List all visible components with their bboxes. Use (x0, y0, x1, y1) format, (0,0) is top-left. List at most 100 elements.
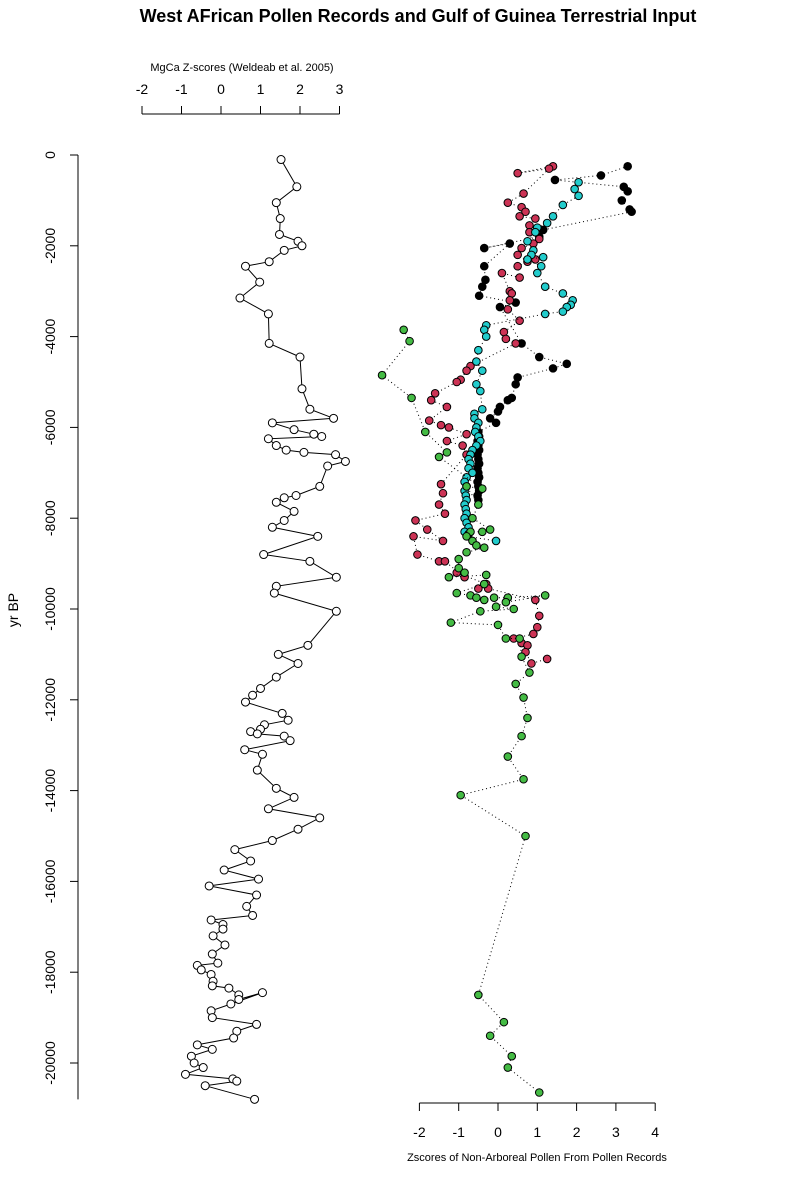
pollen-point (456, 790, 465, 800)
pollen-point (479, 579, 489, 589)
mgca-point (340, 456, 350, 466)
bottom-x-axis: -2 -1 0 1 2 3 4 (413, 1102, 659, 1140)
pollen-point (462, 366, 471, 375)
pollen-point (544, 164, 554, 173)
pollen-point (440, 509, 450, 518)
mgca-point (248, 690, 258, 700)
pollen-point (477, 527, 487, 537)
pollen-point (515, 273, 524, 282)
pollen-point (507, 1051, 517, 1061)
pollen-point (531, 227, 540, 237)
pollen-point (515, 316, 524, 326)
mgca-point (240, 745, 250, 755)
mgca-point (297, 384, 307, 394)
pollen-point (472, 593, 481, 602)
mgca-point (279, 493, 289, 503)
pollen-point (538, 252, 548, 262)
pollen-point (442, 436, 452, 446)
mgca-point (299, 447, 309, 457)
mgca-point (331, 572, 341, 582)
pollen-point (474, 990, 483, 1000)
bottom-axis-label: Zscores of Non-Arboreal Pollen From Poll… (407, 1152, 667, 1164)
pollen-point (515, 211, 524, 221)
top-axis-label: MgCa Z-scores (Weldeab et al. 2005) (150, 62, 333, 74)
y-tick-label: -14000 (42, 769, 58, 813)
pollen-point (519, 189, 528, 198)
pollen-record-1 (473, 162, 636, 505)
y-axis: 0 -2000 -4000 -6000 -8000 -10000 -12000 -14000 -… (42, 151, 79, 1100)
mgca-point (218, 924, 228, 934)
mgca-point (219, 865, 229, 875)
pollen-point (420, 427, 430, 437)
pollen-point (517, 731, 526, 741)
pollen-point (519, 774, 528, 784)
mgca-point (263, 434, 273, 444)
y-tick-label: -16000 (42, 859, 58, 903)
pollen-point (495, 302, 505, 312)
pollen-point (422, 525, 432, 534)
pollen-point (534, 234, 544, 244)
mgca-point (256, 683, 265, 693)
y-tick-label: -18000 (42, 950, 58, 994)
pollen-point (517, 243, 526, 253)
pollen-point (511, 339, 520, 348)
mgca-point (180, 1069, 190, 1079)
pollen-point (623, 162, 632, 171)
mgca-point (200, 1081, 210, 1091)
pollen-point (493, 407, 503, 416)
mgca-point (317, 431, 327, 441)
bottom-tick-label: 0 (494, 1124, 502, 1140)
pollen-point (440, 557, 450, 566)
mgca-point (309, 429, 319, 439)
pollen-point (472, 541, 481, 550)
pollen-point (477, 484, 487, 493)
mgca-point (252, 765, 262, 775)
pollen-point (405, 336, 414, 346)
mgca-point (230, 845, 240, 855)
mgca-point (207, 1044, 217, 1054)
mgca-point (207, 981, 217, 991)
mgca-point (242, 901, 252, 911)
y-tick-label: -4000 (42, 318, 58, 354)
pollen-point (468, 513, 477, 523)
pollen-point (424, 416, 434, 425)
pollen-point (523, 713, 532, 723)
pollen-point (434, 452, 444, 462)
pollen-point (531, 214, 540, 223)
pollen-point (426, 395, 436, 405)
mgca-point (198, 1063, 208, 1073)
mgca-point (315, 813, 325, 823)
pollen-point (513, 168, 522, 178)
pollen-point (521, 831, 530, 841)
top-x-axis: -2 -1 0 1 2 3 (136, 81, 344, 115)
bottom-tick-label: 1 (533, 1124, 541, 1140)
pollen-point (548, 211, 558, 221)
top-tick-label: -2 (136, 81, 149, 97)
y-tick-label: -20000 (42, 1041, 58, 1085)
mgca-point (275, 214, 285, 224)
pollen-point (430, 389, 440, 398)
pollen-point (503, 305, 513, 314)
mgca-point (232, 1076, 242, 1086)
pollen-point (513, 250, 522, 260)
mgca-point (273, 649, 283, 659)
pollen-point (493, 620, 503, 630)
y-tick-label: -8000 (42, 500, 58, 536)
pollen-point (485, 1031, 495, 1041)
pollen-point (517, 652, 526, 661)
pollen-point (411, 516, 420, 525)
pollen-point (476, 386, 485, 396)
mgca-point (257, 988, 267, 998)
pollen-point (462, 429, 471, 439)
mgca-point (204, 881, 214, 891)
y-tick-label: -6000 (42, 409, 58, 445)
pollen-point (515, 634, 524, 643)
mgca-point (274, 229, 284, 239)
pollen-point (501, 334, 511, 344)
pollen-point (497, 268, 507, 278)
pollen-point (446, 618, 456, 627)
pollen-point (558, 289, 568, 298)
pollen-point (438, 488, 448, 498)
mgca-point (283, 715, 293, 725)
